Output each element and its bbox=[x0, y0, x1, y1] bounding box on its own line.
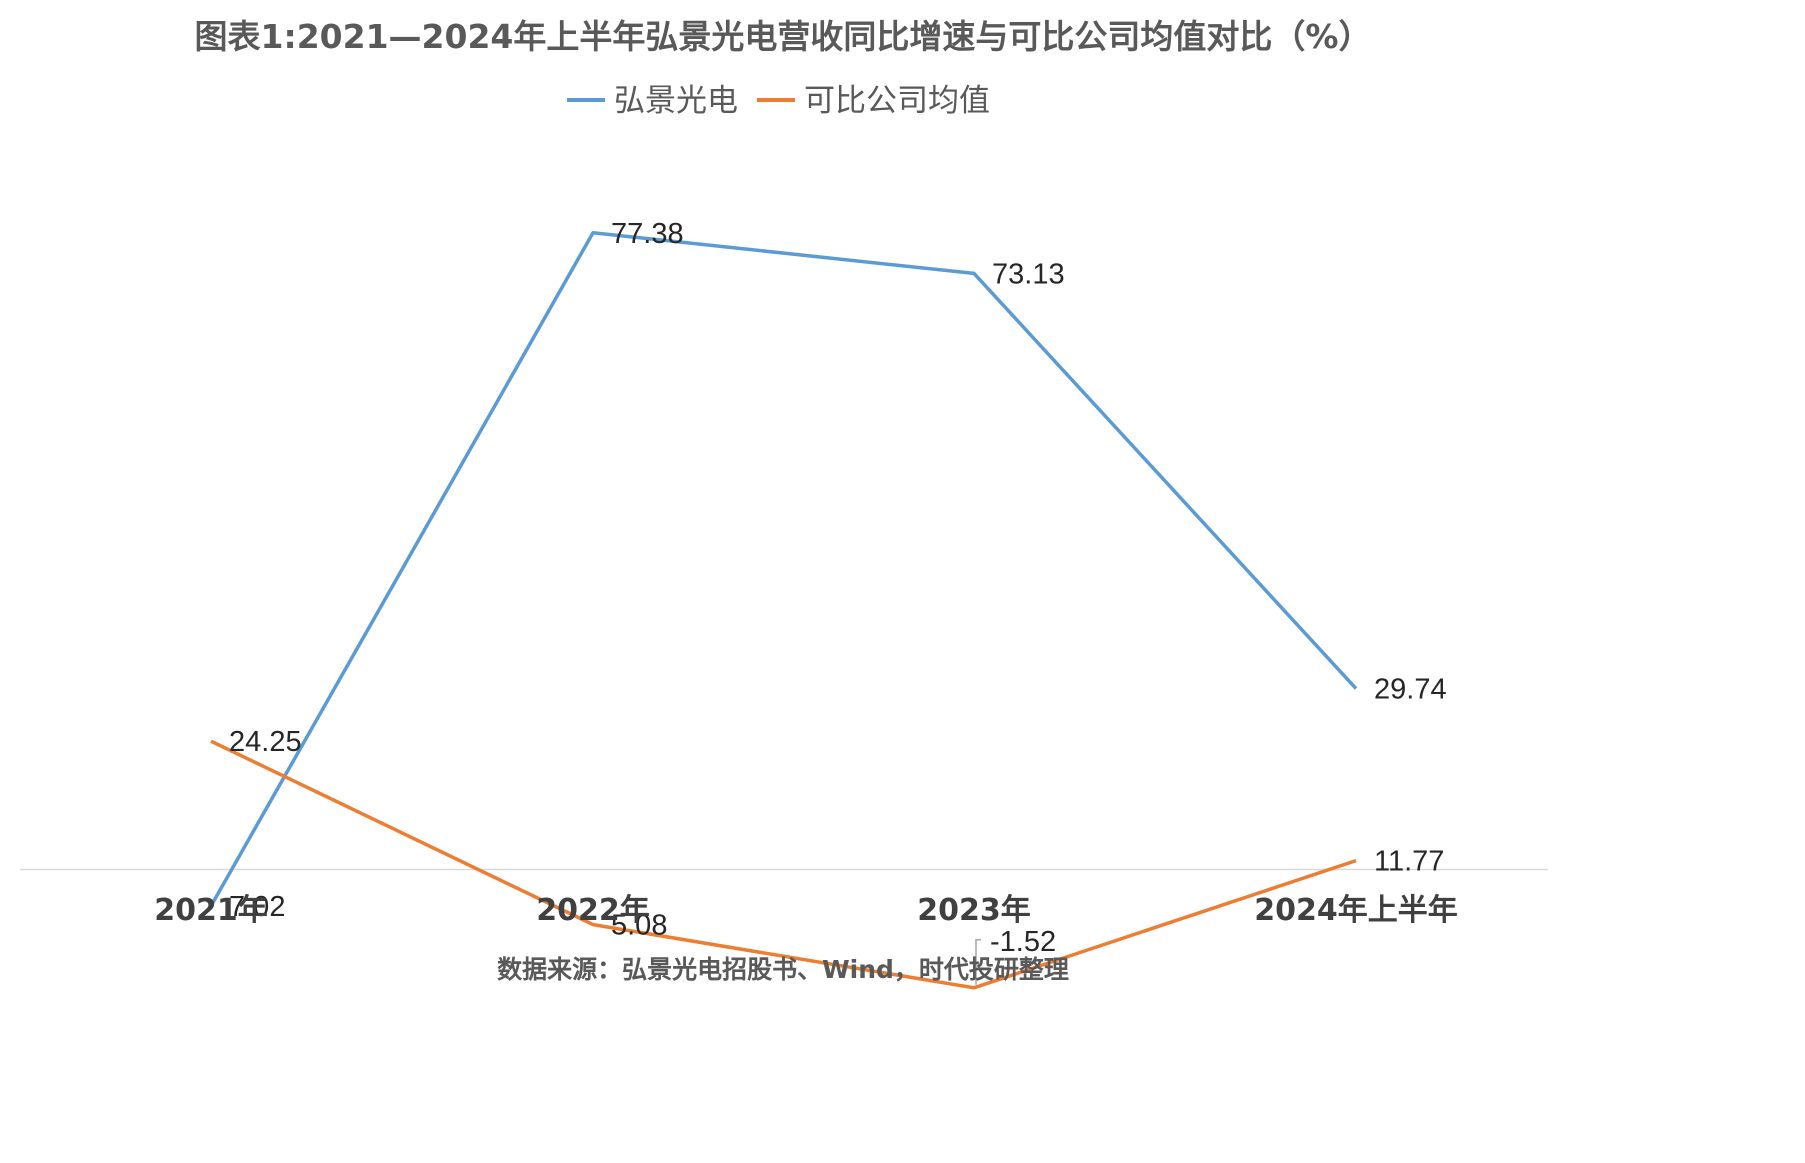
data-label-0-3: 29.74 bbox=[1374, 674, 1447, 706]
x-tick-label-0: 2021年 bbox=[154, 893, 268, 928]
data-label-1-2: -1.52 bbox=[990, 926, 1056, 958]
data-label-0-0: 7.02 bbox=[229, 891, 285, 923]
x-tick-label-2: 2023年 bbox=[917, 893, 1031, 928]
legend: 弘景光电 可比公司均值 bbox=[567, 83, 990, 119]
legend-label-series-1: 可比公司均值 bbox=[804, 83, 990, 119]
legend-label-series-0: 弘景光电 bbox=[614, 83, 738, 119]
chart-title: 图表1:2021—2024年上半年弘景光电营收同比增速与可比公司均值对比（%） bbox=[195, 17, 1372, 56]
data-label-1-3: 11.77 bbox=[1374, 846, 1444, 878]
data-label-leader-1-2 bbox=[975, 939, 981, 985]
source-note: 数据来源：弘景光电招股书、Wind，时代投研整理 bbox=[497, 955, 1069, 984]
data-label-0-2: 73.13 bbox=[992, 258, 1065, 290]
series-line-1 bbox=[210, 739, 1357, 990]
data-label-1-0: 24.25 bbox=[229, 726, 302, 758]
x-tick-label-3: 2024年上半年 bbox=[1254, 893, 1458, 928]
x-tick-label-1: 2022年 bbox=[536, 893, 650, 928]
data-label-0-1: 77.38 bbox=[611, 218, 684, 250]
data-label-1-1: 5.08 bbox=[611, 910, 667, 942]
x-axis-ticks: 2021年 2022年 2023年 2024年上半年 bbox=[154, 893, 1458, 928]
line-chart: 图表1:2021—2024年上半年弘景光电营收同比增速与可比公司均值对比（%） … bbox=[20, 17, 1548, 990]
plot-area: 7.02 77.38 73.13 29.74 24.25 5.08 -1.52 11.77 bbox=[209, 218, 1447, 990]
series-line-0 bbox=[209, 231, 1358, 907]
